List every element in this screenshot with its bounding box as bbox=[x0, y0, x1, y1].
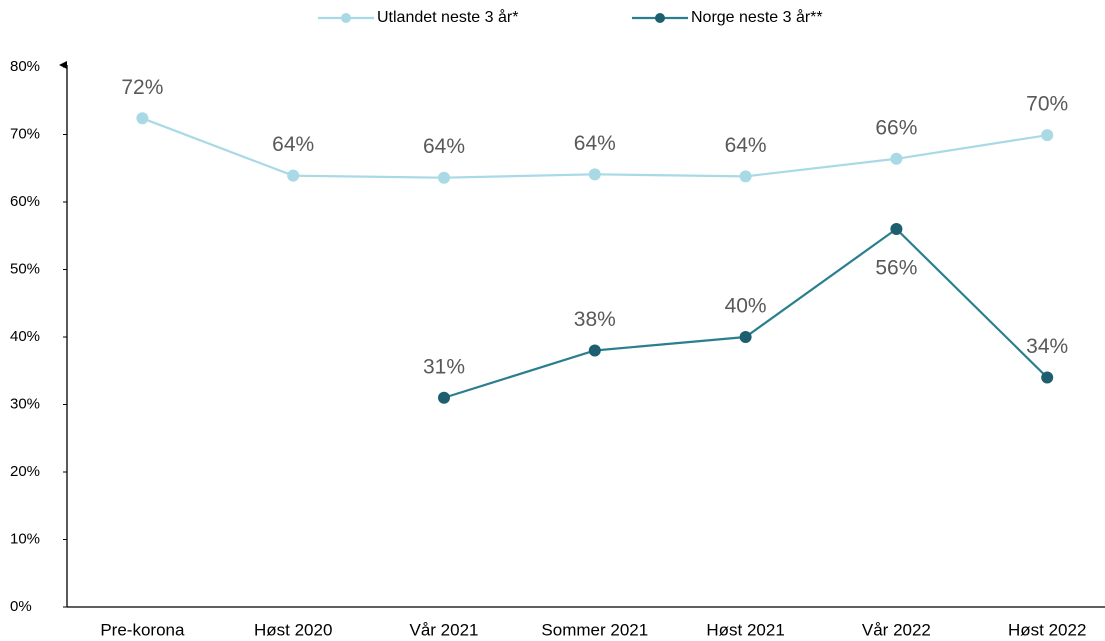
y-tick-label: 10% bbox=[10, 530, 40, 547]
data-label: 66% bbox=[875, 116, 917, 139]
data-label: 70% bbox=[1026, 93, 1068, 116]
y-tick-label: 0% bbox=[10, 598, 32, 615]
data-label: 38% bbox=[574, 308, 616, 331]
data-label: 56% bbox=[875, 257, 917, 280]
data-point bbox=[588, 168, 601, 181]
data-point bbox=[588, 344, 601, 357]
data-point bbox=[739, 331, 752, 343]
x-tick-label: Sommer 2021 bbox=[541, 620, 648, 639]
data-point bbox=[739, 170, 752, 183]
data-point bbox=[136, 112, 149, 125]
data-label: 31% bbox=[423, 355, 465, 378]
data-point bbox=[438, 171, 450, 184]
data-label: 72% bbox=[121, 76, 163, 99]
data-point bbox=[890, 152, 903, 165]
legend-marker bbox=[655, 13, 665, 23]
legend-label: Utlandet neste 3 år* bbox=[377, 8, 518, 26]
y-tick-label: 60% bbox=[10, 193, 40, 210]
y-tick-label: 50% bbox=[10, 260, 40, 277]
y-tick-label: 40% bbox=[10, 328, 40, 345]
data-label: 34% bbox=[1026, 335, 1068, 358]
data-label: 40% bbox=[725, 295, 767, 318]
y-tick-label: 80% bbox=[10, 58, 40, 75]
data-label: 64% bbox=[574, 132, 616, 155]
data-point bbox=[1041, 129, 1054, 142]
x-tick-label: Høst 2020 bbox=[254, 620, 332, 639]
x-tick-label: Vår 2021 bbox=[410, 620, 479, 639]
x-tick-label: Høst 2022 bbox=[1008, 620, 1086, 639]
legend-marker bbox=[341, 13, 351, 23]
x-tick-label: Vår 2022 bbox=[862, 620, 931, 639]
data-label: 64% bbox=[423, 135, 465, 158]
y-tick-label: 20% bbox=[10, 463, 40, 480]
data-point bbox=[287, 169, 300, 182]
y-tick-label: 70% bbox=[10, 125, 40, 142]
data-label: 64% bbox=[725, 134, 767, 157]
x-tick-label: Pre-korona bbox=[100, 620, 185, 639]
data-label: 64% bbox=[272, 133, 314, 156]
data-point bbox=[890, 223, 903, 235]
x-tick-label: Høst 2021 bbox=[706, 620, 784, 639]
y-tick-label: 30% bbox=[10, 395, 40, 412]
legend-label: Norge neste 3 år** bbox=[691, 8, 823, 26]
data-point bbox=[438, 391, 450, 404]
data-point bbox=[1041, 371, 1054, 384]
